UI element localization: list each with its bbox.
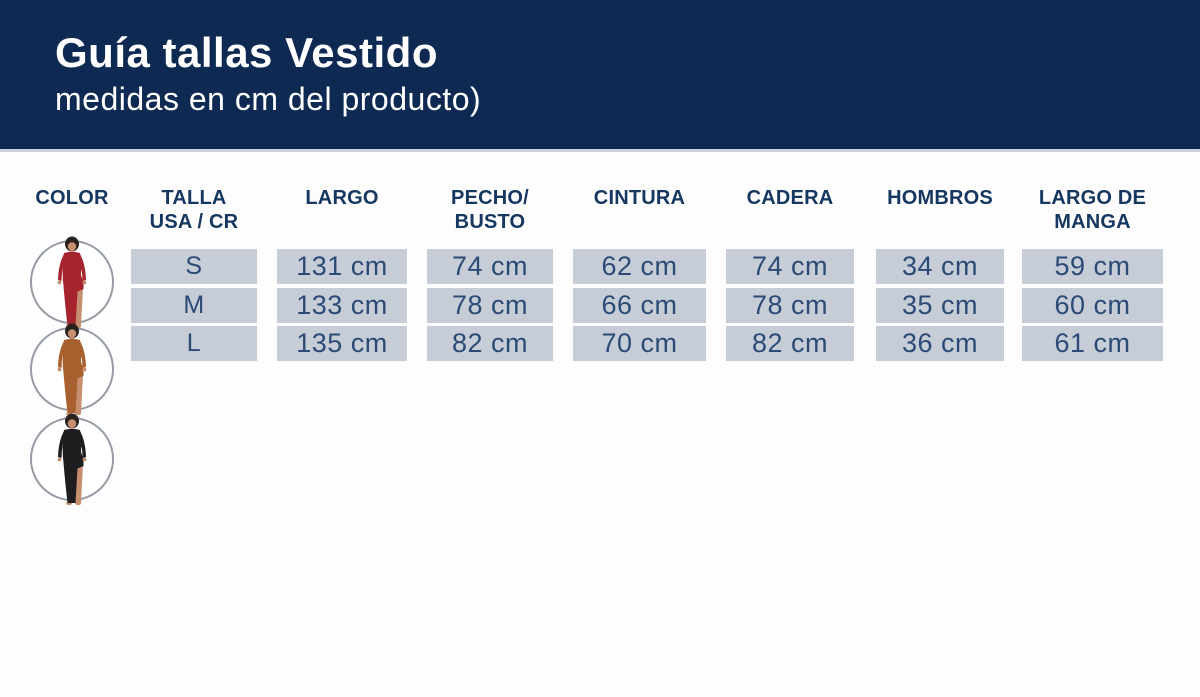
cell-manga-m: 60 cm: [1022, 288, 1163, 323]
model-face: [67, 419, 77, 428]
model-hair-fringe: [65, 416, 79, 421]
model-face: [67, 242, 77, 251]
column-pecho: PECHO/ BUSTO 74 cm 78 cm 82 cm: [427, 178, 553, 518]
column-manga: LARGO DE MANGA 59 cm 60 cm 61 cm: [1022, 178, 1163, 518]
column-header-hombros: HOMBROS: [876, 186, 1004, 210]
column-talla: TALLA USA / CR S M L: [131, 178, 257, 518]
cell-talla-l: L: [131, 326, 257, 361]
column-hombros: HOMBROS 34 cm 35 cm 36 cm: [876, 178, 1004, 518]
model-left-sleeve: [58, 254, 66, 281]
model-hand: [57, 457, 62, 462]
column-header-cintura: CINTURA: [573, 186, 706, 210]
model-hair-fringe: [65, 239, 79, 244]
dress-photo-black: [30, 413, 114, 506]
column-largo: LARGO 131 cm 133 cm 135 cm: [277, 178, 407, 518]
column-header-pecho: PECHO/ BUSTO: [427, 186, 553, 234]
model-left-sleeve: [58, 341, 66, 368]
cell-manga-s: 59 cm: [1022, 249, 1163, 284]
page-subtitle: medidas en cm del producto): [55, 81, 482, 118]
brown-dress-model-icon: [57, 323, 87, 416]
red-dress-model-icon: [57, 236, 87, 329]
cell-cintura-s: 62 cm: [573, 249, 706, 284]
cell-pecho-s: 74 cm: [427, 249, 553, 284]
column-header-pecho-line2: BUSTO: [454, 211, 526, 233]
column-header-talla-line2: USA / CR: [149, 211, 239, 233]
cell-manga-l: 61 cm: [1022, 326, 1163, 361]
column-header-cadera: CADERA: [726, 186, 854, 210]
column-header-manga-line2: MANGA: [1054, 211, 1131, 233]
column-cintura: CINTURA 62 cm 66 cm 70 cm: [573, 178, 706, 518]
column-header-manga: LARGO DE MANGA: [1022, 186, 1163, 234]
model-right-sleeve: [78, 254, 86, 281]
cell-largo-m: 133 cm: [277, 288, 407, 323]
cell-cintura-l: 70 cm: [573, 326, 706, 361]
column-header-pecho-line1: PECHO/: [451, 187, 529, 209]
model-foot: [75, 501, 81, 506]
black-dress-model-icon: [57, 413, 87, 506]
cell-cadera-l: 82 cm: [726, 326, 854, 361]
model-dress: [62, 338, 84, 413]
model-hand: [57, 367, 62, 372]
cell-hombros-l: 36 cm: [876, 326, 1004, 361]
column-header-manga-line1: LARGO DE: [1038, 187, 1147, 209]
column-header-cadera-label: CADERA: [746, 187, 834, 209]
column-header-cintura-label: CINTURA: [593, 187, 686, 209]
column-header-largo-label: LARGO: [305, 187, 379, 209]
model-dress: [62, 251, 84, 326]
cell-cadera-m: 78 cm: [726, 288, 854, 323]
page-title: Guía tallas Vestido: [55, 29, 438, 76]
model-dress: [62, 428, 84, 503]
cell-largo-s: 131 cm: [277, 249, 407, 284]
cell-hombros-m: 35 cm: [876, 288, 1004, 323]
column-header-hombros-label: HOMBROS: [887, 187, 993, 209]
size-table: COLOR: [0, 178, 1200, 518]
model-right-sleeve: [78, 431, 86, 458]
model-foot: [75, 411, 81, 416]
model-hair-fringe: [65, 326, 79, 331]
model-face: [67, 329, 77, 338]
model-right-sleeve: [78, 341, 86, 368]
column-header-largo: LARGO: [277, 186, 407, 210]
cell-pecho-m: 78 cm: [427, 288, 553, 323]
cell-talla-s: S: [131, 249, 257, 284]
column-header-color: COLOR: [16, 186, 128, 210]
model-hand: [82, 367, 87, 372]
cell-pecho-l: 82 cm: [427, 326, 553, 361]
column-header-talla: TALLA USA / CR: [131, 186, 257, 234]
cell-cadera-s: 74 cm: [726, 249, 854, 284]
column-header-color-label: COLOR: [35, 187, 109, 209]
dress-photo-red: [30, 236, 114, 329]
model-hand: [82, 457, 87, 462]
cell-cintura-m: 66 cm: [573, 288, 706, 323]
header-band: Guía tallas Vestido medidas en cm del pr…: [0, 0, 1200, 152]
column-color: COLOR: [16, 178, 128, 518]
model-hand: [82, 280, 87, 285]
model-left-sleeve: [58, 431, 66, 458]
dress-photo-brown: [30, 323, 114, 416]
column-header-talla-line1: TALLA: [161, 187, 227, 209]
cell-hombros-s: 34 cm: [876, 249, 1004, 284]
model-hand: [57, 280, 62, 285]
cell-talla-m: M: [131, 288, 257, 323]
column-cadera: CADERA 74 cm 78 cm 82 cm: [726, 178, 854, 518]
cell-largo-l: 135 cm: [277, 326, 407, 361]
